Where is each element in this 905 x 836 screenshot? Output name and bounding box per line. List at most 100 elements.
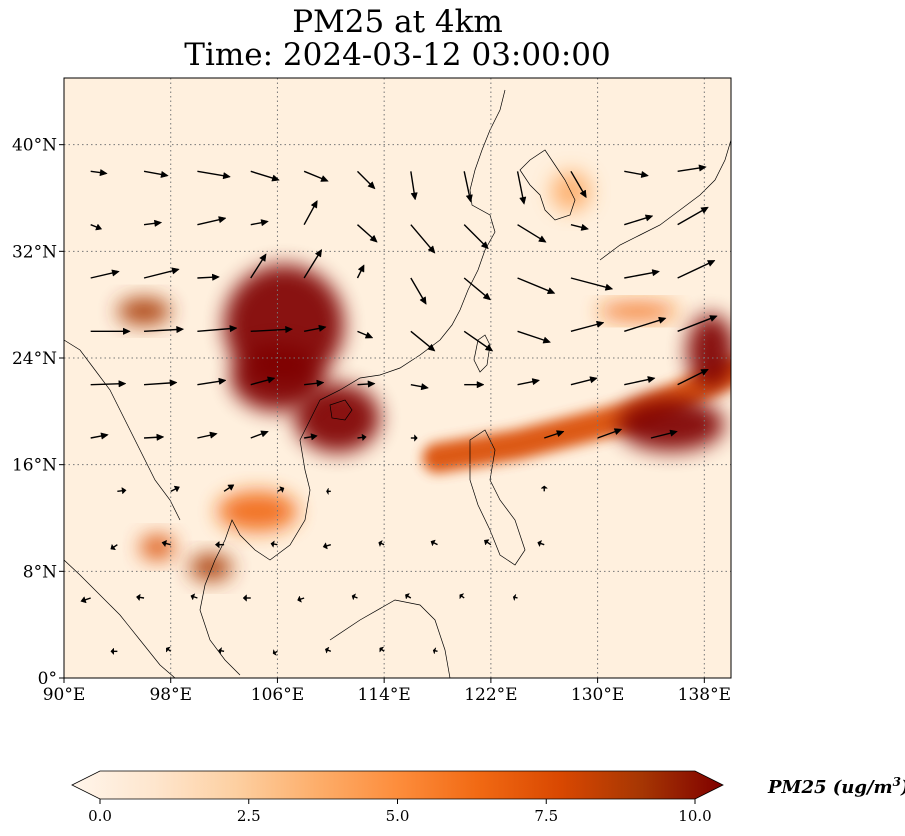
wind-arrow-head xyxy=(709,315,718,322)
wind-arrow-head xyxy=(379,646,385,653)
wind-arrow-59 xyxy=(677,368,709,386)
wind-arrow-7 xyxy=(463,171,473,203)
wind-arrow-100 xyxy=(432,646,438,655)
wind-arrow-head xyxy=(419,296,427,305)
wind-arrow-65 xyxy=(357,433,367,442)
wind-arrow-head xyxy=(270,540,275,548)
wind-arrow-37 xyxy=(144,325,185,334)
coastline-japan xyxy=(599,139,731,261)
colorbar-label-close: ) xyxy=(901,777,905,798)
wind-arrow-head xyxy=(211,273,221,281)
wind-arrow-head xyxy=(361,433,367,442)
wind-arrow-95 xyxy=(166,646,172,653)
wind-arrow-52 xyxy=(304,379,325,387)
pm25-plume-5 xyxy=(140,535,175,560)
wind-arrow-43 xyxy=(463,330,494,352)
wind-arrow-84 xyxy=(537,539,545,548)
wind-arrow-head xyxy=(367,380,376,388)
wind-arrow-head xyxy=(476,381,485,389)
wind-arrow-head xyxy=(531,378,541,386)
wind-arrow-shaft xyxy=(624,216,650,226)
wind-arrow-90 xyxy=(351,593,358,601)
wind-arrow-2 xyxy=(197,170,231,180)
wind-arrow-44 xyxy=(517,330,552,344)
wind-arrow-head xyxy=(218,377,227,385)
wind-arrow-head xyxy=(427,245,436,254)
wind-arrow-head xyxy=(410,192,418,201)
wind-arrow-head xyxy=(546,287,556,294)
wind-arrow-26 xyxy=(197,273,221,281)
map-frame xyxy=(63,77,732,679)
wind-arrow-head xyxy=(378,539,383,548)
wind-arrow-head xyxy=(540,485,549,489)
lat-tick-label: 8°N xyxy=(23,562,57,582)
wind-arrow-61 xyxy=(144,433,165,441)
wind-arrow-head xyxy=(118,380,127,388)
wind-arrow-head xyxy=(80,596,87,604)
wind-arrow-head xyxy=(171,267,180,275)
wind-arrow-25 xyxy=(143,267,180,279)
colorbar-tick-label: 2.5 xyxy=(237,807,261,825)
wind-arrow-34 xyxy=(624,269,661,279)
wind-arrow-15 xyxy=(250,219,269,227)
wind-arrow-head xyxy=(272,648,278,657)
wind-arrow-78 xyxy=(214,540,225,549)
pm25-plume-8 xyxy=(686,314,731,389)
wind-arrow-head xyxy=(271,174,280,182)
wind-arrow-head xyxy=(173,485,180,493)
map-title: PM25 at 4km Time: 2024-03-12 03:00:00 xyxy=(64,6,731,72)
wind-arrow-head xyxy=(160,170,169,178)
wind-arrow-shaft xyxy=(570,170,585,195)
wind-arrow-head xyxy=(427,343,436,352)
wind-arrow-head xyxy=(706,260,716,267)
wind-arrow-shaft xyxy=(650,431,674,439)
colorbar: 0.0 2.5 5.0 7.5 10.0 xyxy=(71,770,724,825)
wind-arrow-80 xyxy=(322,542,331,550)
wind-arrow-66 xyxy=(410,434,418,442)
wind-arrow-head xyxy=(367,181,376,190)
wind-arrow-shaft xyxy=(303,170,325,181)
wind-arrow-shaft xyxy=(463,224,486,247)
colorbar-ticks: 0.0 2.5 5.0 7.5 10.0 xyxy=(88,799,712,825)
wind-arrow-shaft xyxy=(516,171,525,201)
wind-vectors xyxy=(80,164,718,657)
wind-arrow-36 xyxy=(90,327,131,335)
colorbar-label: PM25 (ug/m3) xyxy=(768,775,905,798)
wind-arrow-92 xyxy=(459,593,465,600)
wind-arrow-94 xyxy=(110,647,118,656)
wind-arrow-head xyxy=(310,199,318,209)
wind-arrow-shaft xyxy=(463,330,490,350)
wind-arrow-shaft xyxy=(144,328,180,333)
wind-arrow-head xyxy=(135,593,141,602)
wind-arrow-head xyxy=(512,593,517,602)
wind-arrow-head xyxy=(658,316,667,324)
wind-arrow-head xyxy=(351,593,357,601)
wind-arrow-head xyxy=(190,593,196,601)
colorbar-tick-label: 10.0 xyxy=(678,807,711,825)
map-area xyxy=(64,78,731,678)
wind-arrow-head xyxy=(700,368,709,376)
wind-arrow-75 xyxy=(540,485,549,492)
wind-arrow-71 xyxy=(170,485,180,493)
wind-arrow-head xyxy=(166,646,171,653)
wind-arrow-head xyxy=(459,593,465,600)
wind-arrow-shaft xyxy=(570,378,594,386)
wind-arrow-shaft xyxy=(197,380,222,386)
longitude-ticks: 90°E 98°E 106°E 114°E 122°E 130°E 138°E xyxy=(43,678,731,705)
wind-arrow-shaft xyxy=(463,277,488,298)
wind-arrow-head xyxy=(110,543,117,551)
wind-arrow-shaft xyxy=(410,171,416,196)
wind-arrow-11 xyxy=(677,164,707,173)
wind-arrow-96 xyxy=(218,646,225,655)
coastline-china xyxy=(319,89,506,401)
coastline-taiwan xyxy=(473,334,491,373)
wind-arrow-97 xyxy=(272,648,278,657)
colorbar-label-text: PM25 (ug/m xyxy=(768,777,893,798)
lon-tick-label: 98°E xyxy=(149,685,192,705)
wind-arrow-head xyxy=(314,248,323,258)
wind-arrow-89 xyxy=(297,595,305,603)
wind-arrow-head xyxy=(589,376,598,384)
lat-tick-label: 24°N xyxy=(12,349,57,369)
wind-arrow-14 xyxy=(197,216,227,226)
wind-arrow-shaft xyxy=(303,252,321,279)
